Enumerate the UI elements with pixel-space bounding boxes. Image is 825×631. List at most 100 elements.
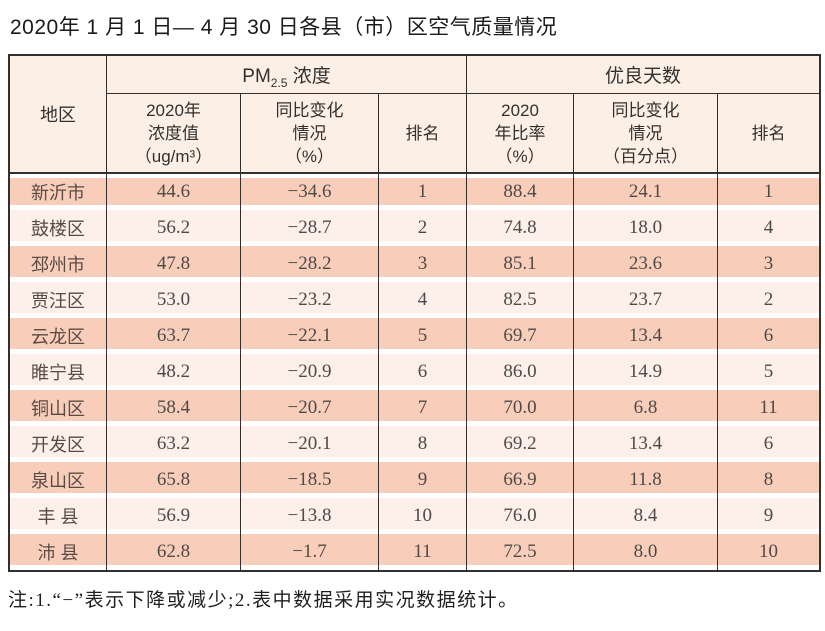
pm-change-cell: −34.6	[241, 174, 379, 210]
page: 2020年 1 月 1 日— 4 月 30 日各县（市）区空气质量情况 地区 P…	[0, 11, 825, 612]
pm-rank-cell: 3	[379, 246, 468, 282]
pm-label-base: PM	[242, 66, 271, 87]
table-row: 贾汪区 53.0 −23.2 4 82.5 23.7 2	[10, 282, 820, 318]
region-cell: 睢宁县	[10, 354, 107, 390]
table-header: 地区 PM2.5 浓度 优良天数 2020年 浓度值 （ug/m³） 同比变化 …	[10, 56, 820, 174]
region-cell: 贾汪区	[10, 282, 107, 318]
region-cell: 新沂市	[10, 174, 107, 210]
pm-rank-cell: 1	[379, 174, 468, 210]
region-cell: 邳州市	[10, 246, 107, 282]
pm-rank-cell: 8	[379, 426, 468, 462]
pm-value-cell: 58.4	[107, 390, 241, 426]
pm-change-cell: −28.2	[241, 246, 379, 282]
region-cell: 鼓楼区	[10, 210, 107, 246]
region-cell: 开发区	[10, 426, 107, 462]
good-change-cell: 8.0	[574, 534, 719, 570]
pm-change-cell: −20.7	[241, 390, 379, 426]
pm-label-subscript: 2.5	[270, 75, 288, 90]
pm-rank-cell: 7	[379, 390, 468, 426]
pm-change-cell: −20.1	[241, 426, 379, 462]
good-rate-cell: 76.0	[467, 498, 575, 534]
good-change-cell: 23.7	[574, 282, 719, 318]
pm-change-cell: −23.2	[241, 282, 379, 318]
pm-value-cell: 44.6	[107, 174, 241, 210]
pm-rank-cell: 9	[379, 462, 468, 498]
table-row: 开发区 63.2 −20.1 8 69.2 13.4 6	[10, 426, 820, 462]
good-rate-cell: 74.8	[467, 210, 575, 246]
good-rate-cell: 69.2	[467, 426, 575, 462]
pm-rank-cell: 10	[379, 498, 468, 534]
pm-rank-cell: 4	[379, 282, 468, 318]
good-rate-cell: 88.4	[467, 174, 575, 210]
good-rank-cell: 8	[718, 462, 820, 498]
header-good-days-group: 优良天数	[467, 56, 820, 94]
good-rank-cell: 6	[718, 318, 820, 354]
good-rank-cell: 9	[718, 498, 820, 534]
pm-rank-cell: 11	[379, 534, 468, 570]
good-rank-cell: 11	[718, 390, 820, 426]
good-rank-cell: 4	[718, 210, 820, 246]
good-rank-cell: 10	[718, 534, 820, 570]
pm-value-cell: 63.2	[107, 426, 241, 462]
pm-change-cell: −13.8	[241, 498, 379, 534]
good-rank-cell: 2	[718, 282, 820, 318]
table-row: 泉山区 65.8 −18.5 9 66.9 11.8 8	[10, 462, 820, 498]
table-row: 邳州市 47.8 −28.2 3 85.1 23.6 3	[10, 246, 820, 282]
good-rank-cell: 5	[718, 354, 820, 390]
header-region: 地区	[10, 56, 107, 174]
good-rate-cell: 69.7	[467, 318, 575, 354]
header-good-rank: 排名	[718, 94, 820, 174]
pm-change-cell: −18.5	[241, 462, 379, 498]
pm-change-cell: −1.7	[241, 534, 379, 570]
good-change-cell: 18.0	[574, 210, 719, 246]
good-rate-cell: 82.5	[467, 282, 575, 318]
table-row: 丰 县 56.9 −13.8 10 76.0 8.4 9	[10, 498, 820, 534]
good-change-cell: 23.6	[574, 246, 719, 282]
air-quality-table: 地区 PM2.5 浓度 优良天数 2020年 浓度值 （ug/m³） 同比变化 …	[8, 54, 822, 572]
good-rank-cell: 1	[718, 174, 820, 210]
table-row: 鼓楼区 56.2 −28.7 2 74.8 18.0 4	[10, 210, 820, 246]
good-rate-cell: 66.9	[467, 462, 575, 498]
good-rank-cell: 3	[718, 246, 820, 282]
pm-label-suffix: 浓度	[287, 66, 331, 87]
pm-change-cell: −20.9	[241, 354, 379, 390]
header-pm-change: 同比变化 情况 （%）	[241, 94, 379, 174]
good-change-cell: 8.4	[574, 498, 719, 534]
pm-value-cell: 53.0	[107, 282, 241, 318]
pm-value-cell: 56.9	[107, 498, 241, 534]
region-cell: 云龙区	[10, 318, 107, 354]
pm-rank-cell: 2	[379, 210, 468, 246]
header-good-rate: 2020 年比率 （%）	[467, 94, 575, 174]
pm-value-cell: 47.8	[107, 246, 241, 282]
good-rank-cell: 6	[718, 426, 820, 462]
region-cell: 沛 县	[10, 534, 107, 570]
pm-value-cell: 56.2	[107, 210, 241, 246]
header-pm-group: PM2.5 浓度	[107, 56, 468, 94]
table-row: 铜山区 58.4 −20.7 7 70.0 6.8 11	[10, 390, 820, 426]
good-rate-cell: 72.5	[467, 534, 575, 570]
good-change-cell: 11.8	[574, 462, 719, 498]
header-pm-value: 2020年 浓度值 （ug/m³）	[107, 94, 241, 174]
region-cell: 泉山区	[10, 462, 107, 498]
page-title: 2020年 1 月 1 日— 4 月 30 日各县（市）区空气质量情况	[10, 16, 558, 39]
table-row: 睢宁县 48.2 −20.9 6 86.0 14.9 5	[10, 354, 820, 390]
good-rate-cell: 70.0	[467, 390, 575, 426]
header-good-change: 同比变化 情况 （百分点）	[574, 94, 719, 174]
pm-rank-cell: 5	[379, 318, 468, 354]
good-change-cell: 6.8	[574, 390, 719, 426]
good-change-cell: 13.4	[574, 318, 719, 354]
pm-change-cell: −22.1	[241, 318, 379, 354]
table-row: 新沂市 44.6 −34.6 1 88.4 24.1 1	[10, 174, 820, 210]
pm-value-cell: 62.8	[107, 534, 241, 570]
pm-value-cell: 65.8	[107, 462, 241, 498]
pm-change-cell: −28.7	[241, 210, 379, 246]
good-change-cell: 13.4	[574, 426, 719, 462]
footnote: 注:1.“−”表示下降或减少;2.表中数据采用实况数据统计。	[8, 590, 519, 611]
table-body: 新沂市 44.6 −34.6 1 88.4 24.1 1 鼓楼区 56.2 −2…	[10, 174, 820, 570]
region-cell: 丰 县	[10, 498, 107, 534]
table-row: 云龙区 63.7 −22.1 5 69.7 13.4 6	[10, 318, 820, 354]
good-rate-cell: 85.1	[467, 246, 575, 282]
region-cell: 铜山区	[10, 390, 107, 426]
pm-value-cell: 63.7	[107, 318, 241, 354]
good-change-cell: 14.9	[574, 354, 719, 390]
